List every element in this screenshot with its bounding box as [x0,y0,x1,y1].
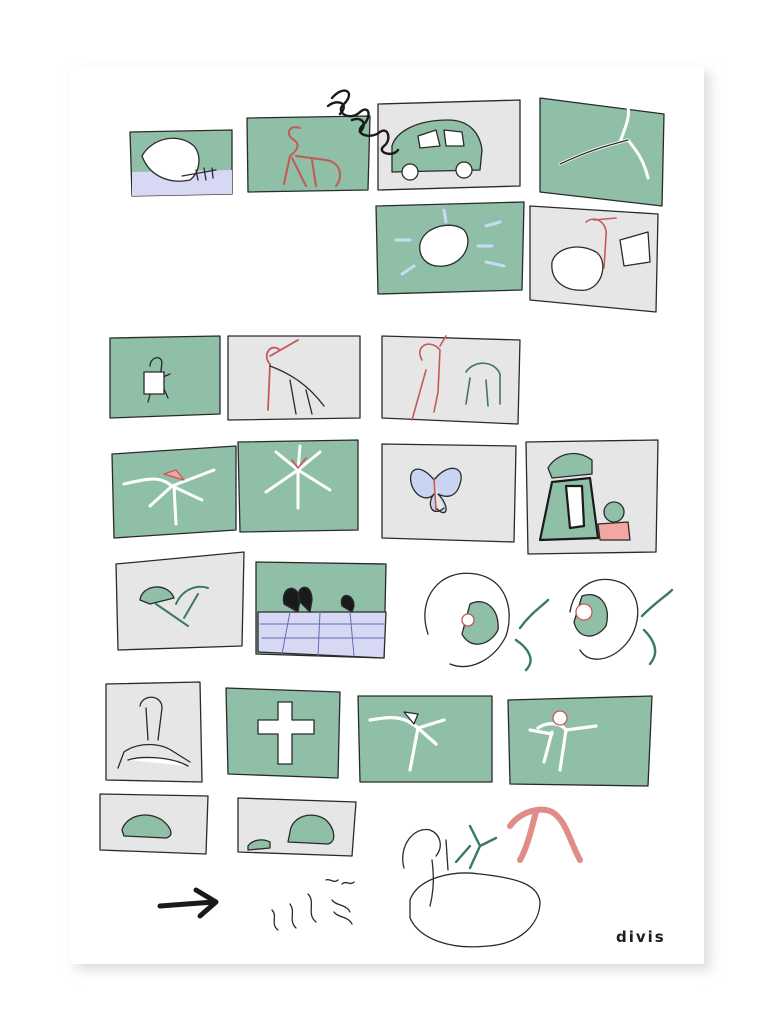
panel-flying-bird [111,445,237,539]
panel-three-figures-grid [255,561,387,659]
panel-stork-and-horse [381,335,521,425]
panel-sleeping-figure [129,129,233,197]
panel-lily-flower [237,439,359,533]
panel-long-hair-figure [105,681,203,783]
arrow-sketch [157,887,219,919]
panel-car [377,99,521,191]
panel-branch [539,97,665,207]
panel-angel [507,695,653,787]
panel-flamingo [246,115,371,193]
panel-hat-shape [99,793,209,855]
sketch-bird-figure [402,806,583,948]
panel-bird-hatching [529,205,659,313]
panel-stork-portrait [227,335,361,421]
panel-two-hats [237,797,357,857]
panel-standing-figure [109,335,221,419]
scribble-spiral [326,89,400,156]
panel-butterfly [381,443,517,543]
panel-glowing-egg [375,201,525,295]
panel-cross [225,687,341,779]
sketch-two-heads [424,572,674,672]
artist-signature: divis [616,928,666,946]
panel-winged-bird [357,695,493,783]
panel-mushroom-sprout [115,551,245,651]
squiggle-marks [271,878,355,931]
panel-hooded-figure [525,439,659,555]
